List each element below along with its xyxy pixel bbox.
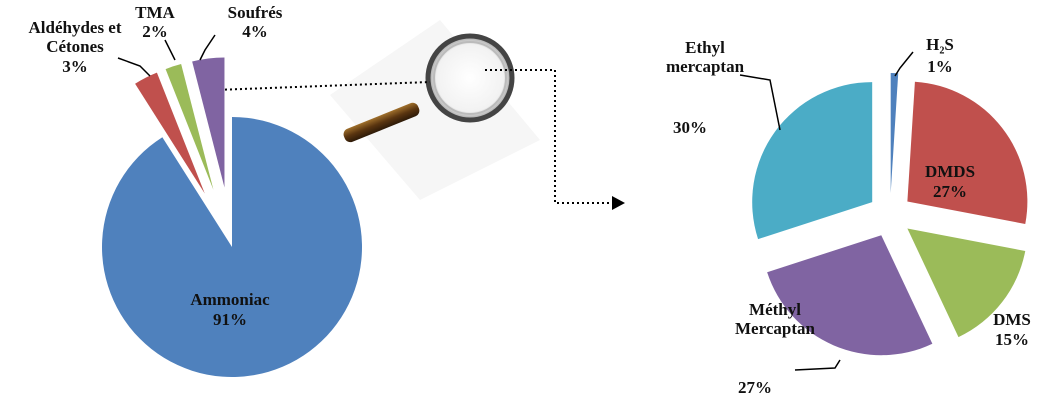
slice-value: 4% bbox=[242, 22, 268, 41]
pie-slice bbox=[907, 81, 1028, 225]
slice-name: DMS bbox=[993, 310, 1031, 329]
slice-name: H₂S bbox=[926, 35, 954, 54]
slice-value: 91% bbox=[213, 310, 247, 329]
leader-lines bbox=[117, 34, 914, 371]
slice-value: 27% bbox=[738, 378, 772, 397]
pie-slice bbox=[135, 72, 205, 194]
slice-name: Ethyl mercaptan bbox=[665, 38, 745, 76]
slice-value: 2% bbox=[142, 22, 168, 41]
arrow-head bbox=[612, 196, 625, 210]
magnifier bbox=[330, 20, 540, 200]
slice-value: 27% bbox=[933, 182, 967, 201]
slice-value: 15% bbox=[995, 330, 1029, 349]
pie-slice bbox=[890, 73, 899, 194]
pie-slice bbox=[192, 57, 225, 188]
pie-slice bbox=[101, 117, 362, 377]
slice-name: DMDS bbox=[924, 162, 976, 181]
slice-name: Soufrés bbox=[227, 3, 283, 22]
connector bbox=[485, 69, 612, 204]
slice-value: 30% bbox=[673, 118, 707, 137]
slice-name: TMA bbox=[135, 3, 175, 22]
slice-name: Ammoniac bbox=[190, 290, 270, 309]
slice-name: Aldéhydes et Cétones bbox=[28, 18, 122, 56]
pie-slice bbox=[165, 64, 214, 190]
connector bbox=[214, 81, 431, 91]
slice-value: 1% bbox=[927, 57, 953, 76]
pie-slice bbox=[907, 228, 1026, 338]
slice-value: 3% bbox=[62, 57, 88, 76]
pie-slice bbox=[752, 82, 873, 240]
pie-slice bbox=[767, 235, 933, 356]
slice-name: Méthyl Mercaptan bbox=[735, 300, 815, 338]
